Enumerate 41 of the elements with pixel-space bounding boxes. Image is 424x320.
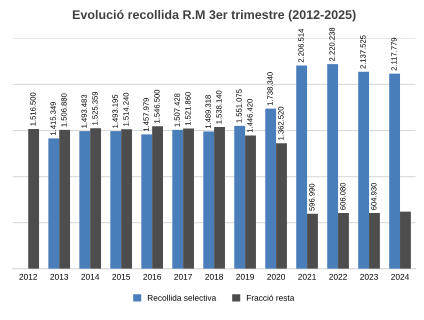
- x-tick-label: 2016: [143, 274, 162, 280]
- legend-label: Recollida selectiva: [148, 294, 216, 301]
- bar: [389, 74, 400, 269]
- bar: [183, 128, 194, 269]
- x-tick-label: 2023: [360, 274, 378, 280]
- bar: [203, 132, 214, 269]
- bar: [307, 214, 318, 269]
- bar: [59, 130, 70, 269]
- x-tick-label: 2013: [50, 274, 68, 280]
- bar: [234, 126, 246, 269]
- bar: [296, 65, 308, 269]
- x-tick-label: 2018: [205, 274, 224, 280]
- bar: [214, 127, 225, 269]
- x-tick-label: 2014: [81, 274, 100, 280]
- legend-label: Fracció resta: [246, 294, 294, 301]
- x-tick-label: 2022: [329, 274, 347, 280]
- x-tick-label: 2017: [174, 274, 192, 280]
- bar: [121, 129, 132, 269]
- bar: [152, 126, 163, 269]
- bar: [338, 212, 349, 269]
- bar: [369, 213, 380, 269]
- x-tick-label: 2021: [298, 274, 316, 280]
- bar: [172, 130, 184, 269]
- x-tick-label: 2015: [112, 274, 130, 280]
- bar: [90, 128, 102, 269]
- x-tick-label: 2020: [267, 274, 286, 280]
- x-tick-label: 2012: [19, 274, 38, 280]
- bar: [265, 108, 276, 269]
- bar: [245, 136, 256, 269]
- x-tick-label: 2024: [391, 274, 410, 280]
- bar: [48, 138, 60, 269]
- chart-title: Evolució recollida R.M 3er trimestre (2012-2025): [72, 10, 356, 22]
- bar: [358, 72, 370, 269]
- bar: [400, 212, 411, 269]
- bar: [327, 64, 338, 269]
- bar: [276, 143, 287, 269]
- bar: [79, 131, 90, 269]
- x-tick-label: 2019: [236, 274, 254, 280]
- bar: [28, 129, 40, 269]
- bar: [141, 134, 152, 269]
- bar: [110, 131, 122, 269]
